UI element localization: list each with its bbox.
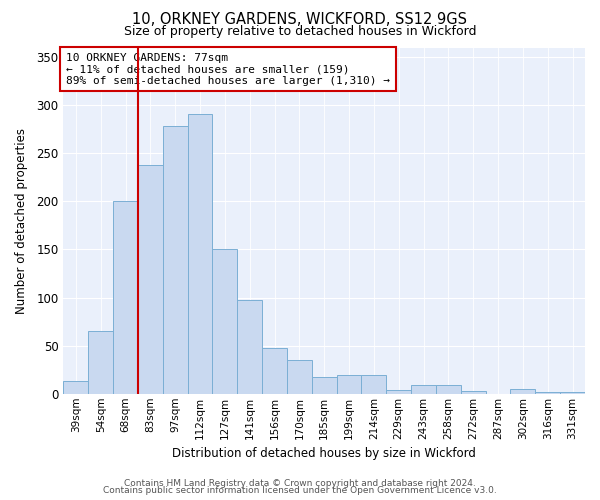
Bar [361,376,386,394]
Bar [337,374,361,394]
Bar [138,165,163,394]
Text: Size of property relative to detached houses in Wickford: Size of property relative to detached ho… [124,25,476,38]
Bar [511,389,535,394]
Bar [212,250,237,394]
Text: Contains public sector information licensed under the Open Government Licence v3: Contains public sector information licen… [103,486,497,495]
Bar [163,126,188,394]
Bar [188,114,212,394]
Text: 10, ORKNEY GARDENS, WICKFORD, SS12 9GS: 10, ORKNEY GARDENS, WICKFORD, SS12 9GS [133,12,467,28]
Bar [436,385,461,394]
Bar [262,348,287,394]
Bar [411,385,436,394]
Text: Contains HM Land Registry data © Crown copyright and database right 2024.: Contains HM Land Registry data © Crown c… [124,478,476,488]
Bar [386,390,411,394]
Bar [237,300,262,394]
Bar [312,378,337,394]
Bar [64,382,88,394]
Bar [88,331,113,394]
Y-axis label: Number of detached properties: Number of detached properties [15,128,28,314]
Bar [535,392,560,394]
Bar [113,202,138,394]
X-axis label: Distribution of detached houses by size in Wickford: Distribution of detached houses by size … [172,447,476,460]
Bar [461,391,485,394]
Bar [287,360,312,394]
Bar [560,392,585,394]
Text: 10 ORKNEY GARDENS: 77sqm
← 11% of detached houses are smaller (159)
89% of semi-: 10 ORKNEY GARDENS: 77sqm ← 11% of detach… [66,52,390,86]
